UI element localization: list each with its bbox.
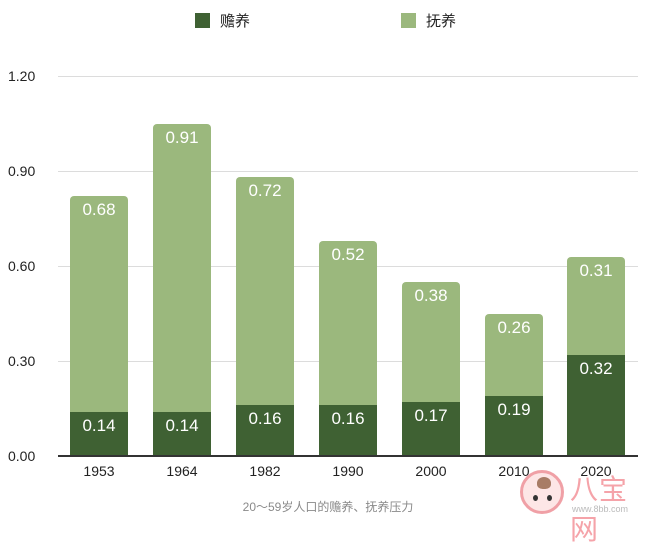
bar-segment-raise-children [70,196,128,412]
data-label: 0.31 [579,260,613,280]
y-axis-tick-label: 0.00 [8,448,36,464]
legend-item-support-elderly: 赡养 [195,10,250,31]
data-label: 0.26 [497,317,531,337]
eye-icon [547,495,552,501]
gridline [58,76,638,77]
bar-segment-raise-children [567,256,625,355]
bar-segment-support-elderly [70,411,128,456]
x-axis-tick-label: 1964 [166,463,198,479]
data-label: 0.16 [331,409,365,429]
plot-area: 0.00 0.30 0.60 0.90 1.20 0.14 0.68 1953 0.14 0.91… [8,68,638,479]
legend-swatch-light-green [401,13,416,28]
hair-icon [537,477,551,489]
legend-label: 赡养 [220,13,251,30]
bar-segment-support-elderly [236,405,294,456]
x-axis-line [58,455,638,457]
y-axis-tick-label: 0.30 [8,353,36,369]
bar-segment-raise-children [236,177,294,406]
legend-label: 抚养 [426,13,457,30]
legend-swatch-dark-green [195,13,210,28]
data-label: 0.52 [331,244,365,264]
gridline [58,171,638,172]
bar-segment-support-elderly [402,402,460,456]
data-label: 0.72 [248,181,282,201]
x-axis-tick-label: 2020 [580,463,612,479]
watermark-logo: 八宝网 www.8bb.com [520,466,656,546]
chart-caption: 20～59岁人口的赡养、抚养压力 [242,500,414,514]
data-label: 0.14 [165,415,199,435]
y-axis-tick-label: 0.90 [8,163,36,179]
x-axis-tick-label: 1953 [83,463,115,479]
bar-segment-support-elderly [153,411,211,456]
chart-legend: 赡养 抚养 [0,10,656,34]
data-label: 0.91 [165,127,199,147]
data-label: 0.16 [248,409,282,429]
data-label: 0.68 [82,200,116,220]
x-axis-tick-label: 2000 [415,463,447,479]
bar-segment-support-elderly [485,395,543,456]
x-axis-tick-label: 2010 [498,463,530,479]
data-label: 0.19 [497,399,531,419]
data-label: 0.38 [414,285,448,305]
x-axis-tick-label: 1982 [249,463,281,479]
bar-segment-support-elderly [319,405,377,456]
y-axis-tick-label: 0.60 [8,258,36,274]
baby-face-icon [520,470,564,514]
bar-segment-raise-children [153,123,211,412]
legend-item-raise-children: 抚养 [401,10,456,31]
bar-segment-raise-children [319,240,377,406]
y-axis-tick-label: 1.20 [8,68,36,84]
bar-segment-raise-children [485,313,543,396]
eye-icon [533,495,538,501]
bar-segment-support-elderly [567,354,625,456]
data-label: 0.32 [579,358,613,378]
data-label: 0.14 [82,415,116,435]
bar-segment-raise-children [402,281,460,403]
data-label: 0.17 [414,406,448,426]
watermark-url: www.8bb.com [572,504,629,514]
x-axis-tick-label: 1990 [332,463,364,479]
